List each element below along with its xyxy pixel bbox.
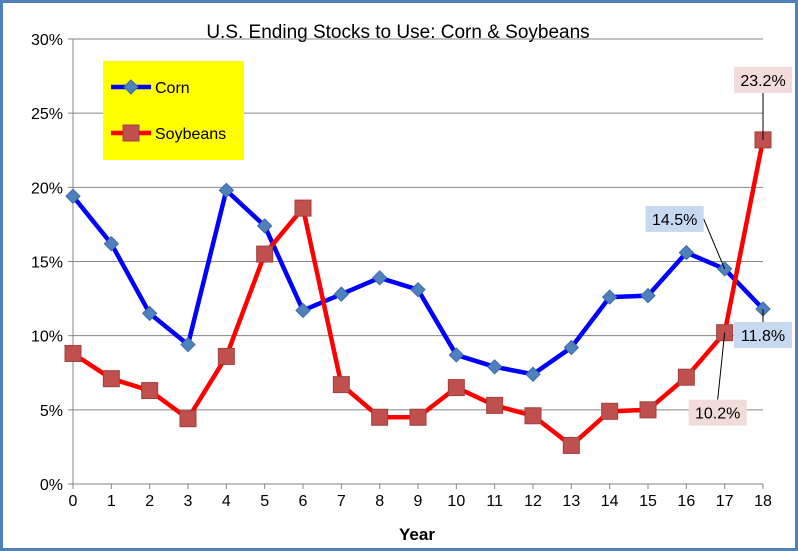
data-point-marker [562, 436, 580, 454]
x-tick-label: 4 [222, 493, 231, 510]
data-point-marker [486, 359, 503, 375]
data-label-text: 14.5% [652, 212, 697, 229]
data-label-text: 11.8% [741, 328, 785, 345]
legend-item-corn: Corn [111, 79, 190, 97]
data-point-marker [218, 182, 235, 199]
x-tick-label: 10 [447, 493, 465, 510]
data-point-marker [333, 286, 350, 302]
data-label: 23.2% [734, 66, 792, 140]
x-tick-label: 9 [414, 493, 423, 510]
y-tick-label: 10% [31, 329, 63, 346]
data-point-marker [102, 370, 120, 388]
x-tick-label: 12 [524, 493, 542, 510]
data-point-marker [639, 401, 657, 419]
data-point-marker [256, 245, 274, 263]
data-point-marker [371, 408, 389, 426]
data-point-marker [65, 188, 81, 204]
data-point-marker [217, 347, 235, 365]
data-label-leader [703, 218, 726, 270]
data-point-marker [179, 410, 197, 428]
data-point-marker [524, 407, 542, 425]
legend-item-soybeans: Soybeans [111, 124, 226, 143]
legend-box [103, 61, 244, 160]
legend: Corn Soybeans [103, 61, 244, 160]
data-point-marker [409, 408, 427, 426]
x-tick-label: 13 [562, 493, 580, 510]
data-point-marker [103, 235, 120, 252]
data-point-marker [332, 376, 350, 394]
data-label-layer: 14.5% 11.8% 10.2% 23.2% [645, 66, 792, 426]
y-tick-label: 0% [40, 477, 63, 494]
data-label-text: 23.2% [740, 73, 785, 90]
x-tick-label: 11 [486, 493, 503, 510]
data-point-marker [123, 79, 139, 95]
data-point-marker [563, 339, 580, 356]
legend-label: Soybeans [155, 126, 226, 143]
data-label-box [734, 66, 792, 93]
data-point-marker [256, 218, 273, 234]
x-axis-ticks: 0 1 2 3 4 5 6 7 8 9 10 11 12 13 14 15 16 17 18 [69, 484, 772, 510]
series-layer [64, 131, 772, 454]
data-point-marker [122, 124, 140, 142]
data-point-marker [448, 347, 465, 363]
data-point-marker [640, 287, 656, 304]
data-point-marker [601, 402, 619, 420]
legend-label: Corn [155, 80, 190, 97]
data-label: 11.8% [734, 308, 792, 348]
x-tick-label: 18 [754, 493, 772, 510]
data-label: 10.2% [688, 332, 747, 426]
y-axis-ticks: 0% 5% 10% 15% 20% 25% 30% [31, 32, 73, 494]
x-tick-label: 2 [145, 493, 154, 510]
data-point-marker [180, 336, 196, 353]
data-point-marker [294, 199, 312, 217]
y-tick-label: 5% [40, 403, 63, 420]
data-point-marker [601, 289, 618, 305]
x-tick-label: 6 [299, 493, 308, 510]
data-point-marker [525, 366, 541, 382]
data-label-box [688, 399, 747, 426]
x-tick-label: 0 [69, 493, 78, 510]
data-point-marker [141, 305, 158, 322]
y-tick-label: 20% [31, 180, 63, 197]
data-point-marker [486, 396, 504, 414]
x-tick-label: 7 [337, 493, 346, 510]
x-axis-label: Year [399, 525, 435, 544]
y-tick-label: 25% [31, 106, 63, 123]
x-tick-label: 15 [639, 493, 657, 510]
x-tick-label: 5 [260, 493, 269, 510]
data-point-marker [410, 281, 426, 298]
data-point-marker [678, 244, 695, 261]
x-tick-label: 1 [107, 493, 116, 510]
data-point-marker [677, 368, 695, 386]
data-point-marker [64, 344, 82, 362]
x-tick-label: 3 [184, 493, 193, 510]
y-tick-label: 30% [31, 32, 63, 49]
data-point-marker [371, 270, 388, 286]
x-tick-label: 17 [716, 493, 734, 510]
y-tick-label: 15% [31, 255, 63, 272]
data-label-box [734, 321, 792, 348]
data-point-marker [447, 379, 465, 397]
data-label-leader [717, 332, 726, 400]
x-tick-label: 8 [375, 493, 384, 510]
data-label-text: 10.2% [695, 406, 740, 423]
data-point-marker [141, 382, 159, 400]
x-tick-label: 14 [601, 493, 619, 510]
x-tick-label: 16 [677, 493, 695, 510]
data-point-marker [295, 302, 311, 319]
chart-title: U.S. Ending Stocks to Use: Corn & Soybea… [206, 22, 589, 43]
data-label-box [645, 205, 704, 232]
data-label: 14.5% [645, 205, 726, 270]
